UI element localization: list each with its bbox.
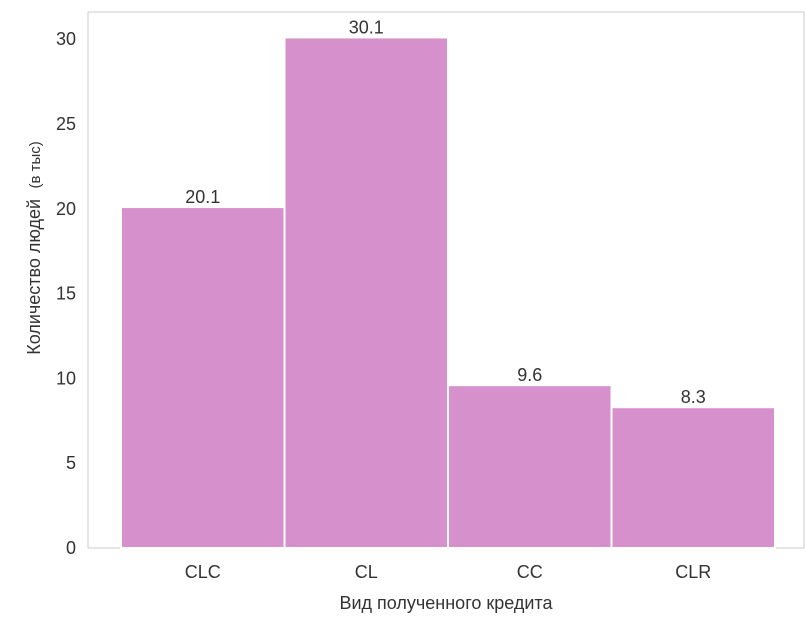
bars-group	[120, 36, 776, 550]
y-tick-label-0: 0	[66, 538, 76, 558]
y-axis-title-suffix: (в тыс)	[27, 141, 44, 188]
y-tick-label-20: 20	[56, 199, 76, 219]
x-tick-label-clc: CLC	[185, 562, 221, 582]
y-axis-title: Количество людей	[24, 199, 44, 355]
x-axis-ticks: CLC CL CC CLR	[185, 562, 712, 582]
y-tick-label-30: 30	[56, 29, 76, 49]
y-tick-label-15: 15	[56, 284, 76, 304]
y-tick-label-5: 5	[66, 453, 76, 473]
data-labels-group: 20.1 30.1 9.6 8.3	[185, 17, 706, 407]
x-tick-label-cl: CL	[355, 562, 378, 582]
x-tick-label-clr: CLR	[675, 562, 711, 582]
data-label-cc: 9.6	[517, 365, 542, 385]
y-tick-label-25: 25	[56, 114, 76, 134]
bar-clr	[610, 406, 776, 549]
bar-cc	[447, 384, 613, 549]
y-axis-title-container: Количество людей (в тыс)	[24, 141, 44, 355]
bar-cl	[283, 36, 449, 550]
x-tick-label-cc: CC	[517, 562, 543, 582]
x-axis-title: Вид полученного кредита	[339, 593, 553, 613]
data-label-cl: 30.1	[349, 17, 384, 37]
y-tick-label-10: 10	[56, 368, 76, 388]
bar-clc	[120, 206, 286, 549]
y-axis-ticks: 0 5 10 15 20 25 30	[56, 29, 76, 558]
data-label-clc: 20.1	[185, 187, 220, 207]
data-label-clr: 8.3	[681, 387, 706, 407]
